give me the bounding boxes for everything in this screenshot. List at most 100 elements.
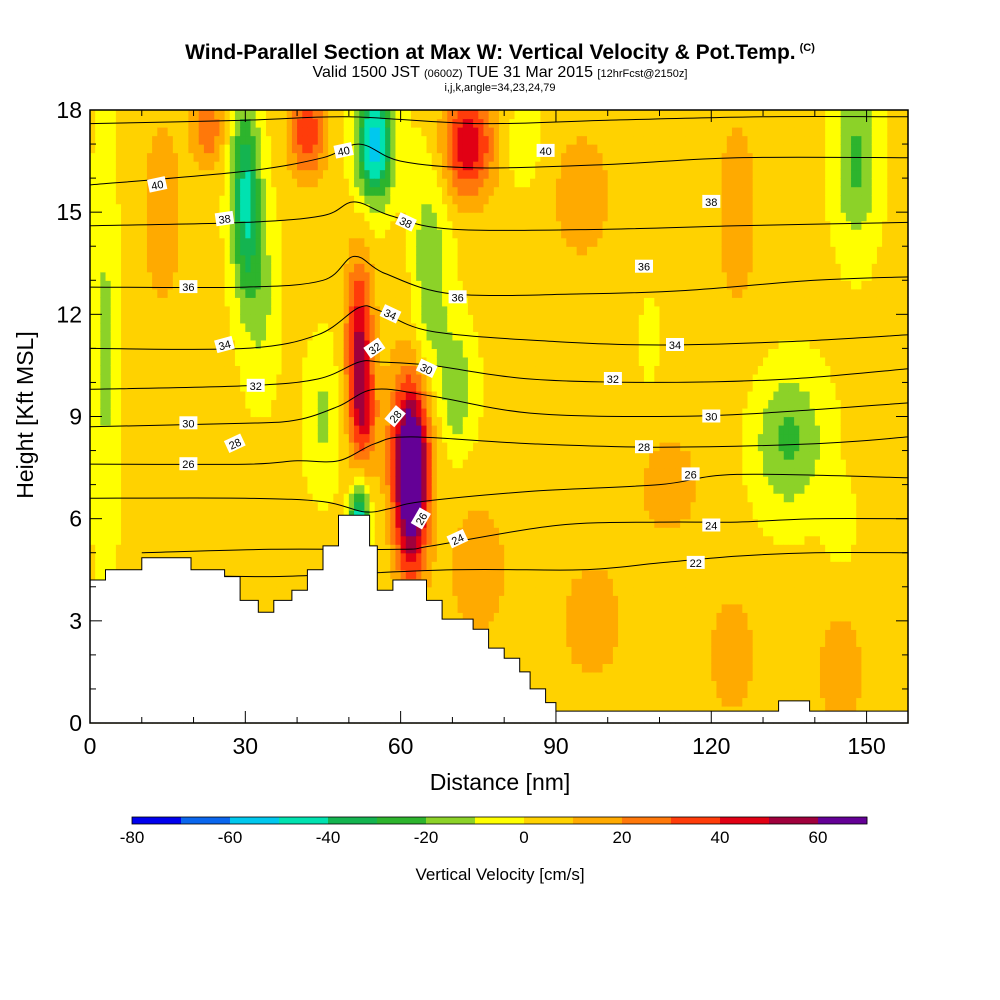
w-cell	[146, 339, 153, 349]
w-cell	[229, 688, 236, 699]
w-cell	[317, 339, 324, 349]
w-cell	[100, 271, 107, 281]
w-cell	[245, 714, 252, 724]
w-cell	[317, 552, 324, 562]
w-cell	[245, 603, 252, 613]
w-cell	[328, 476, 334, 486]
w-cell	[390, 663, 397, 673]
w-cell	[172, 620, 179, 630]
w-cell	[333, 195, 340, 205]
w-cell	[291, 305, 298, 315]
w-cell	[328, 637, 334, 647]
w-cell	[214, 476, 221, 486]
w-cell	[193, 646, 200, 656]
w-cell	[178, 127, 184, 137]
w-cell	[328, 178, 334, 188]
w-cell	[312, 552, 319, 562]
w-cell	[224, 663, 231, 673]
w-cell	[115, 697, 122, 707]
w-cell	[152, 663, 158, 673]
w-cell	[442, 322, 448, 332]
w-cell	[359, 705, 365, 716]
w-cell	[302, 544, 309, 554]
w-cell	[431, 161, 438, 171]
w-cell	[302, 705, 309, 716]
w-cell	[260, 297, 267, 307]
w-cell	[136, 493, 143, 503]
w-cell	[436, 535, 443, 545]
w-cell	[100, 246, 107, 256]
w-cell	[348, 169, 355, 179]
w-cell	[260, 671, 267, 682]
w-cell	[312, 646, 319, 656]
w-cell	[405, 620, 412, 630]
w-cell	[400, 654, 407, 664]
w-cell	[105, 501, 112, 511]
w-cell	[203, 135, 210, 145]
w-cell	[245, 629, 252, 639]
w-cell	[364, 169, 371, 179]
w-cell	[379, 476, 386, 486]
w-cell	[183, 637, 189, 647]
w-cell	[110, 356, 117, 367]
w-cell	[281, 552, 288, 562]
w-cell	[126, 263, 133, 273]
w-cell	[374, 595, 381, 605]
w-cell	[131, 152, 138, 162]
w-cell	[312, 280, 319, 290]
w-cell	[281, 603, 288, 613]
w-cell	[266, 688, 272, 699]
w-cell	[198, 314, 205, 324]
w-cell	[141, 195, 148, 205]
w-cell	[307, 382, 314, 392]
w-cell	[369, 110, 376, 120]
w-cell	[229, 280, 236, 290]
w-cell	[115, 654, 122, 664]
w-cell	[250, 254, 257, 264]
w-cell	[250, 365, 257, 375]
w-cell	[234, 518, 241, 528]
w-cell	[291, 135, 298, 145]
w-cell	[214, 161, 221, 171]
w-cell	[234, 186, 241, 196]
w-cell	[410, 552, 417, 562]
w-cell	[369, 135, 376, 145]
w-cell	[245, 425, 252, 435]
w-cell	[400, 476, 407, 486]
w-cell	[317, 348, 324, 358]
w-cell	[410, 186, 417, 196]
w-cell	[229, 144, 236, 154]
w-cell	[172, 569, 179, 579]
w-cell	[281, 399, 288, 409]
w-cell	[421, 365, 428, 375]
w-cell	[167, 263, 174, 273]
w-cell	[255, 688, 262, 699]
w-cell	[385, 254, 391, 264]
w-cell	[193, 297, 200, 307]
w-cell	[400, 246, 407, 256]
w-cell	[95, 476, 101, 486]
w-cell	[400, 697, 407, 707]
w-cell	[395, 459, 402, 469]
w-cell	[193, 535, 200, 545]
w-cell	[291, 603, 298, 613]
w-cell	[405, 561, 412, 571]
w-cell	[426, 322, 433, 332]
w-cell	[442, 510, 448, 520]
w-cell	[307, 220, 314, 230]
w-cell	[141, 442, 148, 452]
w-cell	[312, 305, 319, 315]
w-cell	[369, 169, 376, 179]
w-cell	[240, 271, 246, 281]
w-cell	[276, 714, 283, 724]
w-cell	[348, 390, 355, 401]
w-cell	[131, 144, 138, 154]
w-cell	[354, 612, 360, 622]
w-cell	[167, 714, 174, 724]
w-cell	[374, 288, 381, 298]
w-cell	[219, 680, 226, 690]
w-cell	[90, 135, 96, 145]
w-cell	[121, 569, 127, 579]
w-cell	[224, 595, 231, 605]
w-cell	[421, 595, 428, 605]
